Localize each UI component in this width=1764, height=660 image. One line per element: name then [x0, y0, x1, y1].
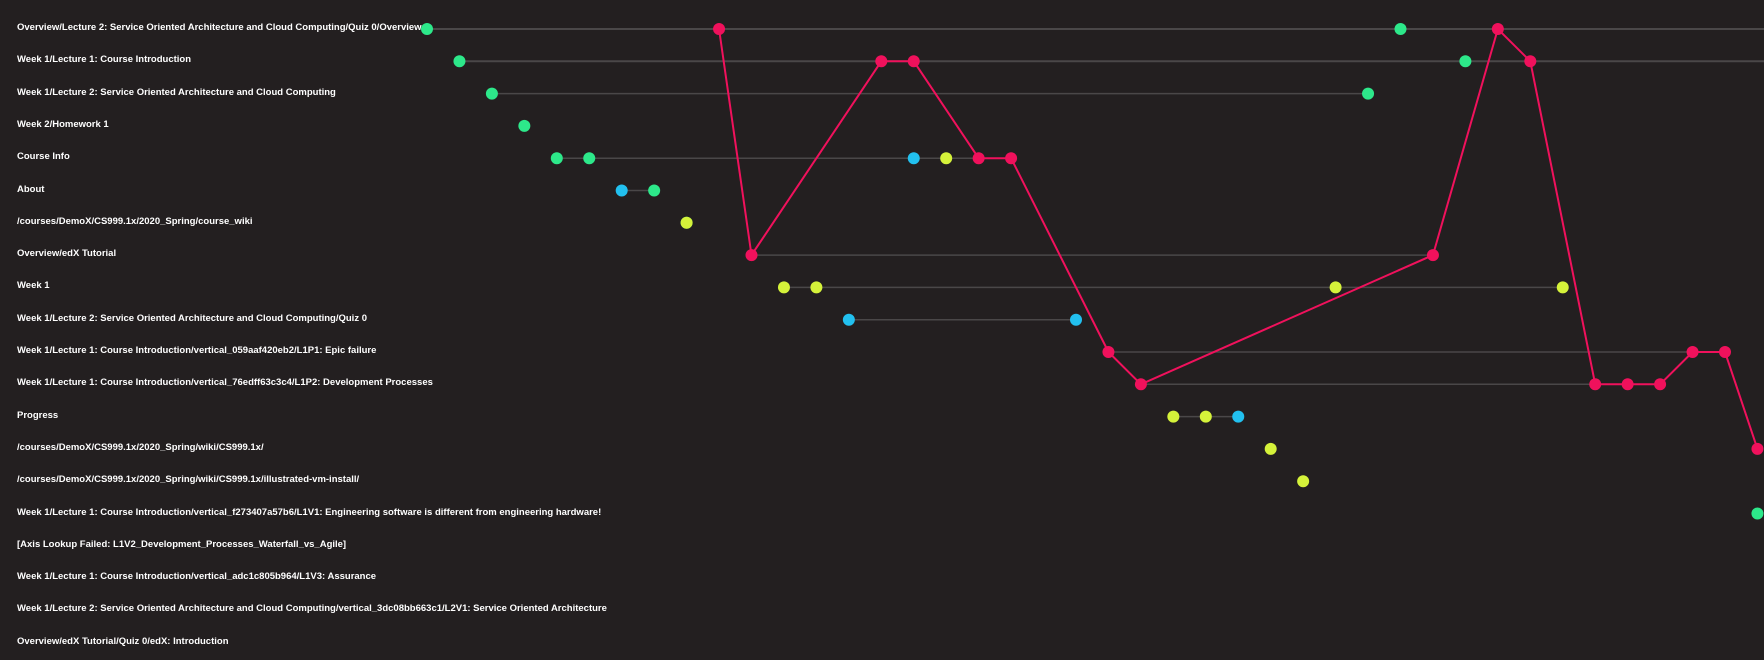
row-label: Progress: [17, 409, 59, 421]
row-label: /courses/DemoX/CS999.1x/2020_Spring/cour…: [17, 215, 253, 227]
row-label: [Axis Lookup Failed: L1V2_Development_Pr…: [17, 538, 347, 550]
row-label: Week 1/Lecture 1: Course Introduction/ve…: [17, 506, 602, 518]
event-point-yellow: [1199, 410, 1212, 423]
event-point-red: [1491, 23, 1504, 35]
row-label: Week 1/Lecture 1: Course Introduction/ve…: [17, 345, 377, 356]
event-point-red: [1654, 378, 1667, 391]
row-label: Week 1/Lecture 1: Course Introduction/ve…: [17, 571, 377, 583]
row-label: Overview/Lecture 2: Service Oriented Arc…: [17, 22, 422, 33]
event-point-red: [1589, 378, 1602, 391]
event-point-green: [1362, 87, 1375, 100]
event-point-green: [421, 23, 433, 35]
row-label: Week 1/Lecture 2: Service Oriented Archi…: [17, 603, 607, 615]
row-label: Week 1/Lecture 2: Service Oriented Archi…: [17, 86, 336, 98]
event-point-red: [1719, 346, 1731, 358]
event-point-green: [1394, 23, 1407, 35]
event-point-yellow: [680, 216, 693, 229]
row-label: Week 1/Lecture 1: Course Introduction: [17, 54, 192, 66]
row-label: /courses/DemoX/CS999.1x/2020_Spring/wiki…: [17, 474, 360, 486]
event-point-yellow: [1329, 281, 1342, 294]
row-label: Course Info: [17, 151, 70, 163]
event-point-green: [583, 152, 596, 165]
navigation-path-line: [718, 27, 1759, 450]
row-label: Week 2/Homework 1: [17, 118, 109, 130]
event-point-blue: [1232, 410, 1245, 423]
event-point-green: [453, 55, 466, 68]
row-label: About: [17, 183, 45, 195]
event-point-red: [1134, 378, 1147, 391]
event-point-red: [713, 23, 726, 35]
event-point-green: [485, 87, 498, 100]
event-point-blue: [842, 313, 855, 326]
event-point-red: [1102, 346, 1115, 358]
row-label: Week 1/Lecture 1: Course Introduction/ve…: [17, 377, 433, 389]
event-point-red: [972, 152, 985, 165]
event-point-green: [1751, 507, 1764, 520]
row-label: Week 1/Lecture 2: Service Oriented Archi…: [17, 312, 367, 324]
event-point-red: [1621, 378, 1634, 391]
event-point-yellow: [777, 281, 790, 294]
event-point-blue: [615, 184, 628, 197]
event-point-red: [875, 55, 888, 68]
event-point-red: [745, 249, 758, 262]
row-label: /courses/DemoX/CS999.1x/2020_Spring/wiki…: [17, 441, 264, 453]
row-label: Overview/edX Tutorial: [17, 248, 117, 260]
event-point-blue: [907, 152, 920, 165]
event-point-red: [1005, 152, 1018, 165]
row-label: Overview/edX Tutorial/Quiz 0/edX: Introd…: [17, 635, 229, 647]
event-point-yellow: [1556, 281, 1569, 294]
event-point-green: [550, 152, 563, 165]
event-point-green: [1459, 55, 1472, 68]
event-point-green: [518, 119, 531, 132]
event-point-red: [1686, 346, 1699, 358]
event-point-yellow: [810, 281, 823, 294]
event-point-green: [648, 184, 661, 197]
row-label: Week 1: [17, 280, 50, 292]
event-point-red: [1524, 55, 1537, 68]
event-point-yellow: [1167, 410, 1180, 423]
event-point-yellow: [940, 152, 953, 165]
event-point-red: [1426, 249, 1439, 262]
event-point-yellow: [1264, 442, 1277, 455]
event-point-red: [1751, 442, 1764, 455]
row-labels: Overview/Lecture 2: Service Oriented Arc…: [0, 0, 607, 660]
event-point-yellow: [1297, 475, 1310, 488]
event-point-blue: [1070, 313, 1082, 326]
event-point-red: [907, 55, 920, 68]
